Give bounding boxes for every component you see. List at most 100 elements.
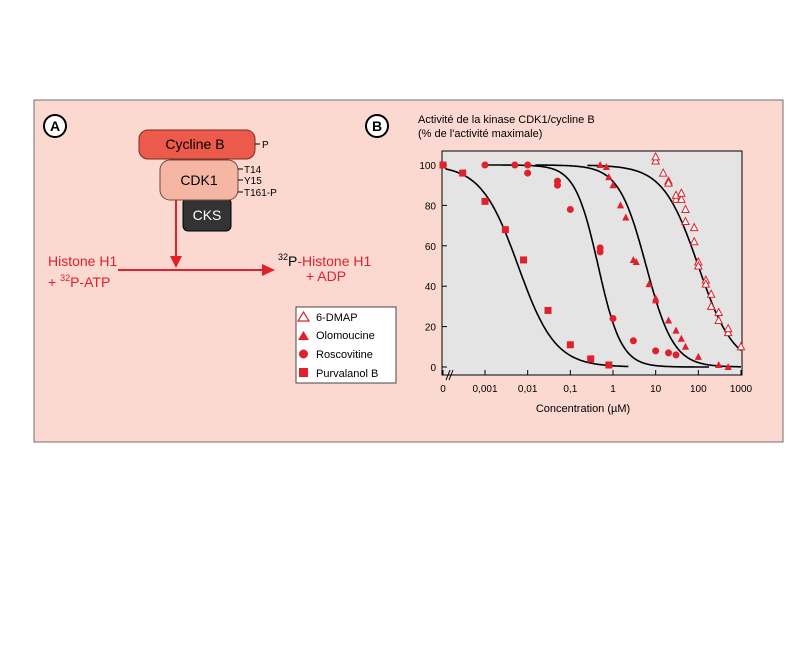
- x-tick-label: 10: [650, 384, 662, 395]
- legend-marker-roscovitine: [299, 349, 308, 359]
- product-name-p: P: [288, 253, 297, 269]
- legend-marker-6-dmap: [296, 310, 311, 322]
- data-point-purvalanol-b: [544, 306, 552, 314]
- data-point-olomoucine: [645, 280, 653, 288]
- data-point-purvalanol-b: [605, 361, 613, 369]
- substrate-atp-name: P-ATP: [70, 274, 110, 290]
- fit-curve-0: [442, 164, 629, 368]
- substrate-atp-isotope: 32: [60, 273, 70, 283]
- data-point-roscovitine: [609, 315, 617, 323]
- x-axis-label: Concentration (µM): [536, 403, 630, 415]
- data-point-6-dmap: [693, 260, 703, 270]
- substrate-atp-plus: +: [48, 274, 60, 290]
- data-point-6-dmap: [723, 323, 733, 333]
- y-axis: 0 20 40 60 80 100: [419, 161, 447, 374]
- data-point-purvalanol-b: [459, 169, 467, 177]
- data-point-roscovitine: [629, 337, 637, 345]
- x-tick-label: 1000: [730, 384, 753, 395]
- reaction-arrowhead: [262, 264, 275, 276]
- data-point-6-dmap: [664, 178, 673, 187]
- cdk1-site-t14: T14: [244, 165, 262, 176]
- activation-arrowhead: [170, 256, 182, 268]
- y-tick-label: 100: [419, 161, 436, 172]
- data-point-roscovitine: [553, 181, 561, 189]
- data-point-olomoucine: [724, 363, 732, 370]
- x-tick-label: 0: [440, 384, 446, 395]
- product-phospho-histone: 32P-Histone H1: [278, 252, 371, 269]
- data-point-purvalanol-b: [587, 355, 595, 363]
- data-point-olomoucine: [596, 161, 604, 168]
- data-point-olomoucine: [602, 163, 610, 171]
- data-point-6-dmap: [689, 222, 699, 232]
- y-tick-label: 20: [425, 323, 437, 334]
- x-tick-label: 0,001: [472, 384, 497, 395]
- cdk1-label: CDK1: [180, 172, 218, 188]
- panel-b: B Activité de la kinase CDK1/cycline B (…: [365, 114, 753, 415]
- data-point-6-dmap: [651, 155, 661, 165]
- cdk1-site-y15: Y15: [244, 176, 262, 187]
- data-point-olomoucine: [681, 342, 690, 350]
- data-point-6-dmap: [706, 301, 716, 310]
- x-tick-label: 100: [690, 384, 707, 395]
- data-point-6-dmap: [681, 216, 690, 226]
- data-point-olomoucine: [632, 257, 640, 265]
- data-point-roscovitine: [481, 161, 489, 169]
- data-point-roscovitine: [652, 347, 660, 355]
- axis-break-mark-2: [448, 369, 454, 381]
- data-points: [439, 151, 746, 370]
- x-axis: 0 0,001 0,01 0,1 1 10 100 1000: [440, 370, 753, 395]
- fit-curve-3: [587, 164, 742, 352]
- data-point-olomoucine: [694, 352, 702, 360]
- substrate-atp: + 32P-ATP: [48, 273, 110, 290]
- panel-a: A CKS CDK1 T14 Y15 T161-P Cycline B P Hi…: [43, 114, 371, 290]
- data-point-purvalanol-b: [501, 226, 509, 234]
- panel-a-letter-circle: [43, 114, 67, 138]
- chart-title-line-2: (% de l'activité maximale): [418, 128, 542, 140]
- data-point-roscovitine: [596, 248, 604, 256]
- data-point-olomoucine: [616, 201, 625, 209]
- data-point-olomoucine: [715, 360, 723, 368]
- data-point-6-dmap: [681, 204, 690, 213]
- data-point-purvalanol-b: [520, 256, 528, 264]
- data-point-6-dmap: [676, 188, 686, 197]
- data-point-6-dmap: [714, 315, 724, 325]
- data-point-6-dmap: [671, 194, 681, 203]
- y-tick-label: 40: [425, 282, 437, 293]
- data-point-olomoucine: [622, 213, 630, 221]
- legend-label-olomoucine: Olomoucine: [316, 330, 375, 342]
- product-isotope: 32: [278, 252, 288, 262]
- data-point-6-dmap: [676, 194, 686, 203]
- data-point-purvalanol-b: [481, 197, 489, 205]
- data-point-6-dmap: [706, 289, 716, 298]
- chart-title-line-1: Activité de la kinase CDK1/cycline B: [418, 114, 595, 126]
- data-point-olomoucine: [677, 334, 685, 342]
- panel-b-letter: B: [372, 118, 382, 134]
- cycline-site-p: P: [262, 140, 269, 151]
- plot-area: [441, 150, 743, 376]
- data-point-olomoucine: [609, 181, 617, 189]
- data-point-6-dmap: [689, 236, 699, 246]
- legend-box: [295, 306, 397, 384]
- data-point-olomoucine: [664, 316, 673, 324]
- data-point-roscovitine: [511, 161, 519, 169]
- y-tick-label: 60: [425, 242, 437, 253]
- cks-label: CKS: [193, 207, 222, 223]
- legend-marker-purvalanol-b: [299, 368, 308, 377]
- data-point-roscovitine: [524, 169, 532, 177]
- data-point-6-dmap: [701, 279, 711, 288]
- data-point-olomoucine: [672, 326, 680, 334]
- legend-label-purvalanol-b: Purvalanol B: [316, 368, 378, 380]
- legend-label-6-dmap: 6-DMAP: [316, 312, 358, 324]
- data-point-olomoucine: [605, 173, 613, 181]
- cdk1-site-t161p: T161-P: [244, 188, 277, 199]
- legend-label-roscovitine: Roscovitine: [316, 349, 373, 361]
- data-point-purvalanol-b: [439, 161, 447, 169]
- x-tick-label: 1: [610, 384, 616, 395]
- legend-marker-olomoucine: [298, 331, 309, 340]
- data-point-6-dmap: [723, 327, 733, 337]
- data-point-olomoucine: [652, 296, 660, 304]
- x-tick-label: 0,1: [563, 384, 577, 395]
- product-name-rest: -Histone H1: [297, 253, 371, 269]
- substrate-histone-h1: Histone H1: [48, 253, 117, 269]
